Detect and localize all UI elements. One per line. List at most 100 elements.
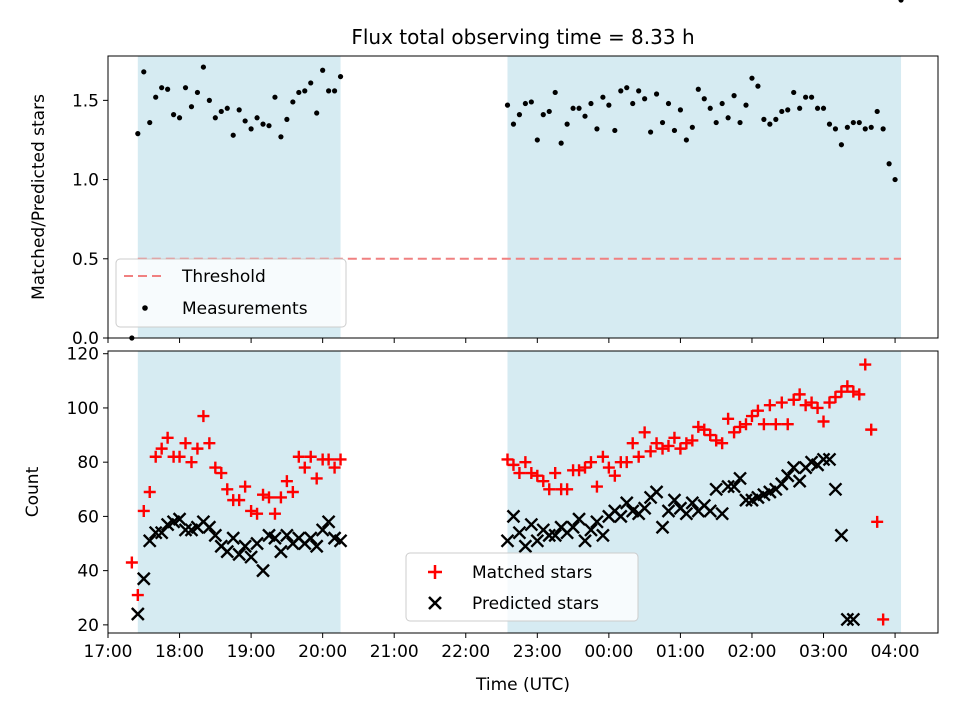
x-axis-label: Time (UTC) (475, 675, 570, 695)
matched-star-marker (233, 494, 246, 507)
measurement-point (188, 104, 195, 110)
predicted-star-marker (822, 452, 837, 467)
measurement-point (165, 86, 171, 92)
matched-star-marker (740, 418, 753, 431)
measurement-point (862, 126, 868, 132)
measurement-point (564, 121, 570, 127)
legend-matched-marker (428, 565, 442, 579)
predicted-star-marker (661, 504, 676, 518)
measurement-point (755, 83, 761, 89)
matched-star-marker (811, 401, 824, 414)
x-tick-label: 04:00 (871, 642, 920, 662)
matched-star-marker (847, 385, 860, 398)
measurement-point (618, 88, 624, 94)
top-panel: 0.0 0.5 1.0 1.5 Matched/Predicted stars Thr… (29, 0, 939, 349)
predicted-star-marker (512, 525, 527, 540)
measurement-point (326, 88, 332, 94)
x-tick-label: 23:00 (513, 642, 562, 662)
measurement-point (170, 112, 177, 118)
matched-star-marker (680, 437, 693, 450)
matched-star-marker (251, 507, 264, 520)
predicted-star-marker (518, 539, 533, 554)
measurement-point (546, 108, 552, 115)
matched-star-marker (608, 469, 621, 482)
predicted-star-marker (524, 517, 539, 532)
measurement-point (588, 100, 594, 107)
top-legend: Threshold Measurements (115, 258, 347, 328)
top-y-axis-label: Matched/Predicted stars (29, 94, 49, 300)
measurement-point (832, 126, 839, 132)
matched-star-marker (829, 391, 842, 404)
predicted-star-marker (202, 520, 217, 535)
predicted-star-marker (733, 471, 747, 486)
predicted-star-marker (148, 525, 163, 540)
x-tick-label: 20:00 (298, 642, 347, 662)
measurement-point (689, 124, 695, 130)
measurement-point (683, 137, 689, 143)
measurement-point (856, 119, 862, 126)
matched-star-marker (632, 450, 645, 463)
measurement-point (785, 107, 791, 113)
matched-star-marker (525, 467, 538, 480)
predicted-star-marker (530, 533, 545, 548)
matched-star-marker (656, 442, 669, 455)
measurement-points (129, 0, 904, 341)
measurement-point (791, 89, 797, 96)
measurement-point (576, 105, 582, 111)
bottom-y-tick-label: 80 (77, 453, 99, 473)
matched-star-marker (823, 396, 836, 409)
top-y-tick-label: 1.5 (72, 91, 99, 111)
measurement-point (844, 124, 850, 130)
measurement-point (886, 161, 892, 167)
matched-star-marker (584, 456, 597, 469)
matched-star-marker (793, 388, 806, 401)
measurement-point (713, 119, 719, 126)
matched-star-marker (191, 442, 204, 455)
measurement-point (695, 86, 701, 92)
matched-star-marker (286, 486, 299, 498)
legend-predicted-marker (428, 596, 442, 610)
predicted-star-marker (828, 482, 843, 497)
predicted-star-marker (280, 528, 294, 543)
bottom-y-tick-label: 40 (77, 562, 99, 582)
predicted-star-marker (309, 539, 324, 554)
matched-star-marker (662, 439, 675, 452)
matched-star-marker (686, 434, 699, 447)
matched-star-marker (292, 450, 305, 463)
measurement-point (868, 124, 874, 130)
measurement-point (612, 127, 618, 134)
bottom-y-tick-label: 60 (77, 507, 99, 527)
measurement-point (731, 93, 737, 99)
measurement-point (552, 89, 558, 96)
measurement-point (212, 115, 218, 121)
measurement-point (880, 126, 886, 132)
bottom-y-axis: 20 40 60 80 100 120 (67, 345, 108, 636)
top-panel-frame (107, 55, 939, 339)
measurement-point (719, 100, 725, 107)
measurement-point (582, 113, 588, 119)
matched-star-marker (334, 453, 347, 466)
matched-stars-points (126, 359, 890, 626)
bottom-y-tick-label: 100 (67, 399, 99, 419)
x-tick-label: 03:00 (799, 642, 848, 662)
measurement-point (803, 94, 809, 100)
predicted-star-marker (542, 528, 557, 543)
predicted-star-marker (244, 550, 258, 564)
bottom-x-axis: 17:00 18:00 19:00 20:00 21:00 22:00 23:00 00:00… (84, 633, 920, 662)
measurement-point (141, 69, 147, 75)
measurement-point (642, 96, 648, 102)
measurement-point (510, 121, 517, 127)
observing-window (507, 56, 902, 338)
x-tick-label: 19:00 (227, 642, 276, 662)
measurement-point (653, 91, 660, 97)
predicted-star-marker (566, 520, 580, 535)
predicted-star-marker (590, 514, 604, 529)
x-tick-label: 21:00 (370, 642, 419, 662)
matched-star-marker (274, 491, 287, 504)
measurement-point (284, 116, 290, 122)
matched-star-marker (131, 589, 144, 602)
x-tick-label: 02:00 (727, 642, 776, 662)
top-y-tick-label: 0.5 (72, 250, 99, 270)
matched-star-marker (173, 450, 186, 463)
predicted-star-marker (613, 509, 628, 524)
